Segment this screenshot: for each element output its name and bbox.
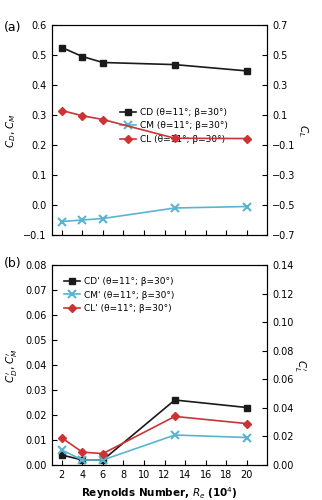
CD' (θ=11°; β=30°) xyxy=(173,397,177,403)
Legend: CD (θ=11°; β=30°), CM (θ=11°; β=30°), CL (θ=11°; β=30°): CD (θ=11°; β=30°), CM (θ=11°; β=30°), CL… xyxy=(117,104,232,148)
CL (θ=11°; β=30°) xyxy=(80,113,84,119)
CL (θ=11°; β=30°) xyxy=(101,116,105,122)
X-axis label: Reynolds Number, $R_e$ (10$^4$): Reynolds Number, $R_e$ (10$^4$) xyxy=(81,486,238,500)
CD (θ=11°; β=30°) xyxy=(173,62,177,68)
CD (θ=11°; β=30°) xyxy=(60,44,64,51)
Line: CM (θ=11°; β=30°): CM (θ=11°; β=30°) xyxy=(58,202,251,226)
Y-axis label: $C_L'$: $C_L'$ xyxy=(292,358,308,372)
CM (θ=11°; β=30°) xyxy=(245,204,249,210)
Legend: CD' (θ=11°; β=30°), CM' (θ=11°; β=30°), CL' (θ=11°; β=30°): CD' (θ=11°; β=30°), CM' (θ=11°; β=30°), … xyxy=(60,274,178,317)
Line: CL' (θ=11°; β=30°): CL' (θ=11°; β=30°) xyxy=(59,414,250,457)
CL (θ=11°; β=30°) xyxy=(60,108,64,114)
CL' (θ=11°; β=30°) xyxy=(173,414,177,420)
CM (θ=11°; β=30°) xyxy=(80,217,84,223)
CL' (θ=11°; β=30°) xyxy=(60,435,64,441)
CD' (θ=11°; β=30°) xyxy=(101,457,105,463)
CD' (θ=11°; β=30°) xyxy=(60,452,64,458)
CM (θ=11°; β=30°) xyxy=(173,205,177,211)
CM (θ=11°; β=30°) xyxy=(60,218,64,224)
Line: CL (θ=11°; β=30°): CL (θ=11°; β=30°) xyxy=(59,108,250,142)
CL' (θ=11°; β=30°) xyxy=(80,449,84,455)
Line: CD' (θ=11°; β=30°): CD' (θ=11°; β=30°) xyxy=(59,397,250,463)
CD (θ=11°; β=30°) xyxy=(245,68,249,74)
CM' (θ=11°; β=30°) xyxy=(80,457,84,463)
CD' (θ=11°; β=30°) xyxy=(80,457,84,463)
Text: (a): (a) xyxy=(4,21,22,34)
CM (θ=11°; β=30°) xyxy=(101,216,105,222)
CL' (θ=11°; β=30°) xyxy=(245,420,249,426)
Line: CM' (θ=11°; β=30°): CM' (θ=11°; β=30°) xyxy=(58,431,251,464)
Line: CD (θ=11°; β=30°): CD (θ=11°; β=30°) xyxy=(59,44,250,74)
CM' (θ=11°; β=30°) xyxy=(60,447,64,453)
CL (θ=11°; β=30°) xyxy=(173,135,177,141)
CM' (θ=11°; β=30°) xyxy=(245,434,249,440)
CD' (θ=11°; β=30°) xyxy=(245,404,249,410)
CM' (θ=11°; β=30°) xyxy=(101,457,105,463)
CD (θ=11°; β=30°) xyxy=(80,54,84,60)
CM' (θ=11°; β=30°) xyxy=(173,432,177,438)
Text: (b): (b) xyxy=(4,257,22,270)
Y-axis label: $C_D'$, $C_M'$: $C_D'$, $C_M'$ xyxy=(4,348,20,382)
CL (θ=11°; β=30°) xyxy=(245,136,249,141)
Y-axis label: $C_D$, $C_M$: $C_D$, $C_M$ xyxy=(4,112,18,148)
Y-axis label: $C_L$: $C_L$ xyxy=(296,124,309,136)
CL' (θ=11°; β=30°) xyxy=(101,450,105,456)
CD (θ=11°; β=30°) xyxy=(101,60,105,66)
